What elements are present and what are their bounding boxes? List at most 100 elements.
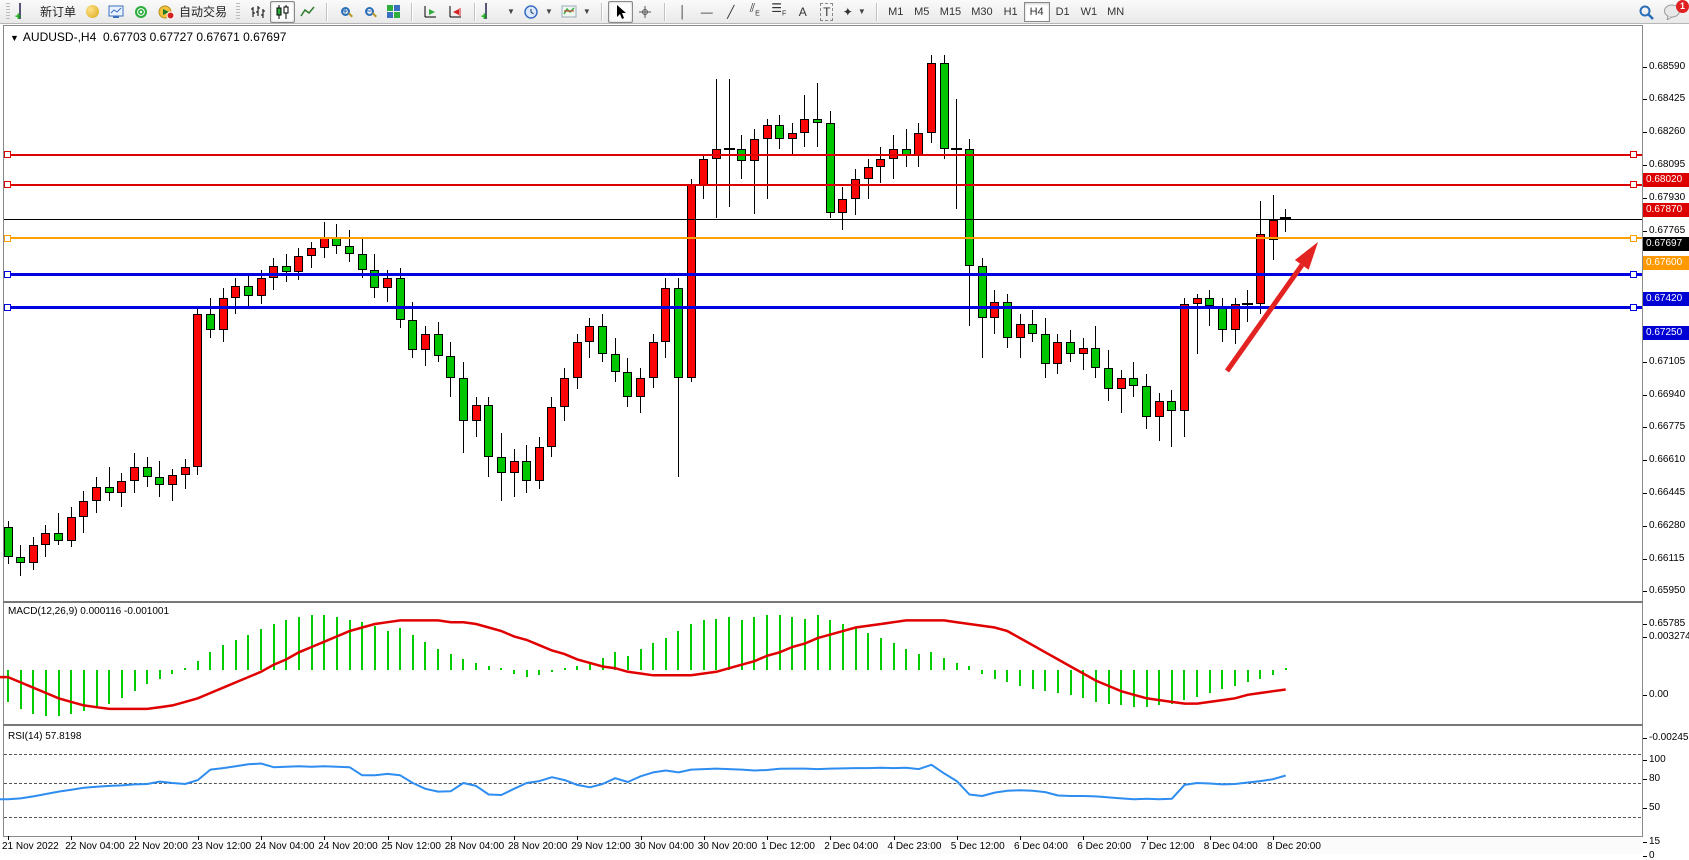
chart-shift-button[interactable]	[443, 1, 468, 23]
macd-histogram-bar	[829, 620, 832, 670]
macd-histogram-bar	[677, 631, 680, 670]
vertical-line-tool[interactable]: │	[671, 1, 695, 23]
date-tick	[1146, 836, 1148, 840]
price-tick: 0.68095	[1649, 158, 1686, 170]
timeframe-m1-button[interactable]: M1	[888, 5, 904, 18]
resistance-line-2-handle[interactable]	[4, 181, 11, 189]
bear-candle	[446, 355, 456, 378]
date-tick	[197, 836, 199, 840]
macd-histogram-bar	[335, 616, 338, 670]
timeframe-m30-button[interactable]: M30	[971, 5, 993, 18]
macd-histogram-bar	[778, 615, 781, 670]
macd-histogram-bar	[449, 654, 452, 670]
auto-trading-button[interactable]: 自动交易	[154, 1, 231, 23]
date-label: 22 Nov 04:00	[65, 841, 125, 852]
crosshair-tool-button[interactable]	[633, 1, 658, 23]
support-line-1[interactable]	[4, 272, 1642, 276]
support-line-2-handle[interactable]	[4, 304, 11, 312]
pivot-line[interactable]	[4, 237, 1642, 240]
date-tick	[577, 836, 579, 840]
indicators-button[interactable]: ▼	[557, 1, 595, 23]
macd-histogram-bar	[247, 634, 250, 670]
bar-chart-icon	[249, 4, 266, 20]
resistance-line-2-handle[interactable]	[1630, 181, 1637, 189]
tile-windows-button[interactable]	[381, 1, 405, 23]
zoom-out-button[interactable]: −	[357, 1, 381, 23]
rsi-pane-separator[interactable]	[3, 724, 1643, 726]
support-line-2[interactable]	[4, 306, 1642, 310]
timeframe-m5-button[interactable]: M5	[914, 5, 930, 18]
price-tick-dash	[1643, 132, 1647, 134]
cursor-tool-button[interactable]	[607, 0, 633, 23]
bull-candle	[28, 544, 38, 563]
bid-price-line[interactable]	[4, 218, 1642, 220]
resistance-line-2[interactable]	[4, 183, 1642, 186]
line-chart-mode-button[interactable]	[295, 1, 320, 23]
support-line-1-handle[interactable]	[4, 270, 11, 278]
collapse-triangle-icon[interactable]: ▼	[10, 33, 19, 43]
timeframe-d1-button[interactable]: D1	[1055, 5, 1070, 18]
pivot-line-handle[interactable]	[1630, 234, 1637, 242]
candlestick-mode-button[interactable]	[270, 0, 296, 23]
market-watch-button[interactable]	[80, 1, 104, 23]
new-chart-button[interactable]: + ▼	[481, 1, 519, 23]
text-label-tool[interactable]: T	[815, 1, 839, 23]
support-line-1-handle[interactable]	[1630, 270, 1637, 278]
channel-tool[interactable]: ⫽E	[743, 1, 767, 23]
macd-histogram-bar	[664, 638, 667, 670]
timeframe-h4-button[interactable]: H4	[1023, 1, 1050, 22]
bear-candle	[3, 526, 13, 557]
macd-histogram-bar	[399, 627, 402, 670]
date-label: 22 Nov 20:00	[128, 841, 189, 852]
text-tool[interactable]: A	[791, 1, 815, 23]
price-tick-dash	[1643, 99, 1647, 101]
candle-wick	[58, 512, 60, 545]
price-tick-dash	[1643, 394, 1647, 396]
macd-pane-separator[interactable]	[3, 601, 1643, 603]
bull-candle	[648, 341, 658, 378]
trendline-tool[interactable]: ╱	[719, 1, 743, 23]
toolbar-grip[interactable]	[6, 2, 10, 21]
timeframe-w1-button[interactable]: W1	[1080, 5, 1098, 18]
new-chart-icon: +	[481, 2, 502, 22]
terminal-button[interactable]	[104, 1, 129, 23]
date-label: 1 Dec 12:00	[761, 841, 815, 852]
messages-icon[interactable]: 1	[1663, 0, 1689, 20]
horizontal-line-tool[interactable]: —	[695, 1, 719, 23]
timeframe-m15-button[interactable]: M15	[939, 5, 962, 18]
date-tick	[1083, 836, 1085, 840]
scroll-to-end-button[interactable]	[418, 1, 443, 23]
alerts-button[interactable]	[129, 1, 154, 23]
date-tick	[324, 836, 326, 840]
rsi-level-line	[4, 754, 1641, 756]
bull-candle	[851, 178, 861, 199]
search-icon[interactable]	[1638, 4, 1655, 20]
timeframe-h1-button[interactable]: H1	[1003, 5, 1018, 18]
support-line-2-handle[interactable]	[1630, 304, 1637, 312]
vertical-line-icon: │	[679, 4, 687, 19]
new-order-button[interactable]: + 新订单	[15, 1, 80, 23]
candlestick-icon	[274, 4, 291, 20]
macd-histogram-bar	[1259, 670, 1262, 679]
arrows-tool[interactable]: ✦ ▼	[842, 4, 866, 19]
candle-wick	[956, 99, 958, 209]
cursor-icon	[612, 4, 629, 20]
chart-area[interactable]	[3, 25, 1643, 854]
zoom-in-button[interactable]: +	[333, 1, 357, 23]
date-tick	[1209, 836, 1211, 840]
fibonacci-tool[interactable]: ☰F	[767, 1, 791, 23]
resistance-line-1[interactable]	[4, 153, 1642, 156]
monitor-icon	[108, 4, 125, 20]
toolbar-grip[interactable]	[236, 2, 241, 21]
pivot-line-handle[interactable]	[4, 234, 11, 242]
period-button[interactable]: ▼	[519, 1, 557, 23]
date-tick	[261, 836, 262, 840]
resistance-line-1-handle[interactable]	[1630, 151, 1637, 159]
bar-chart-mode-button[interactable]	[245, 1, 270, 23]
bear-candle	[964, 148, 974, 267]
timeframe-mn-button[interactable]: MN	[1107, 5, 1125, 18]
macd-histogram-bar	[462, 659, 465, 670]
date-tick	[767, 836, 768, 840]
resistance-line-1-handle[interactable]	[4, 151, 11, 159]
macd-histogram-bar	[1069, 670, 1072, 695]
